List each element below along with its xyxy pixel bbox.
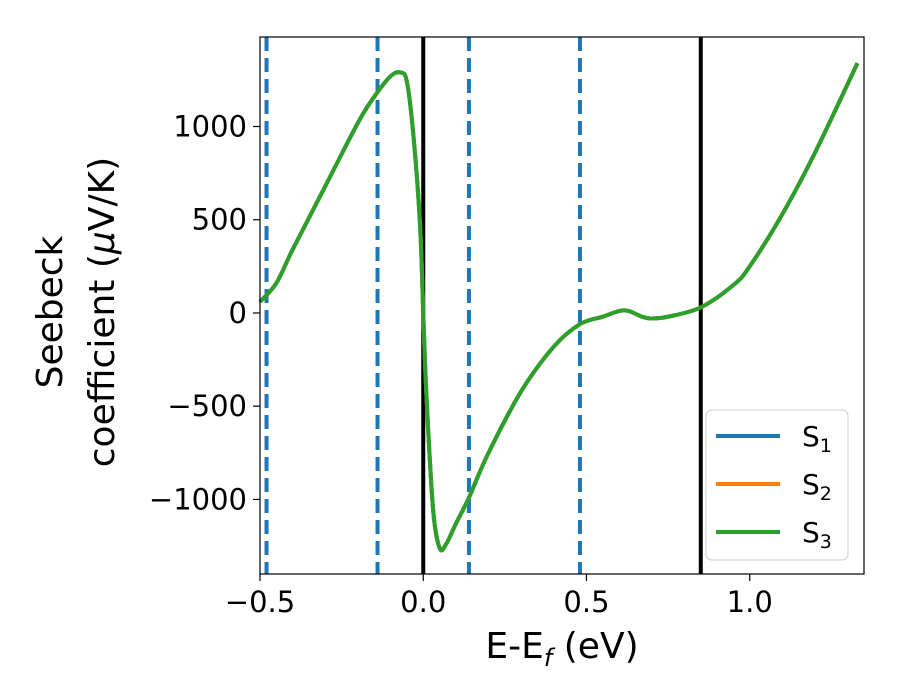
legend-label-S2: S2 (802, 468, 832, 505)
x-tick-label: 0.0 (400, 585, 446, 619)
x-axis-label-unit: (eV) (552, 626, 638, 667)
y-tick-label: −1000 (149, 482, 247, 516)
reference-lines (264, 37, 703, 574)
x-tick-label: −0.5 (225, 585, 295, 619)
y-axis-label-line1: Seebeck (30, 235, 71, 388)
plot-frame (259, 36, 865, 575)
x-axis: −0.5 0.0 0.5 1.0 (225, 574, 773, 619)
y-axis: −1000 −500 0 500 1000 (149, 110, 260, 516)
x-axis-label: E-Ef (eV) (485, 626, 638, 672)
y-tick-label: 500 (192, 203, 247, 237)
legend-label-S3: S3 (802, 516, 832, 553)
legend: S1 S2 S3 (705, 409, 849, 561)
y-axis-label: Seebeck coefficient (μV/K) (30, 157, 123, 467)
series-lines (258, 62, 860, 553)
x-tick-label: 1.0 (727, 585, 773, 619)
y-axis-label-mu: μ (82, 231, 123, 255)
y-tick-label: −500 (167, 389, 247, 423)
y-tick-label: 0 (229, 296, 247, 330)
y-tick-label: 1000 (173, 110, 247, 144)
series-line-S3 (258, 62, 860, 553)
y-axis-label-line2: coefficient (μV/K) (82, 157, 123, 467)
x-tick-label: 0.5 (563, 585, 609, 619)
legend-label-S1: S1 (802, 420, 832, 457)
